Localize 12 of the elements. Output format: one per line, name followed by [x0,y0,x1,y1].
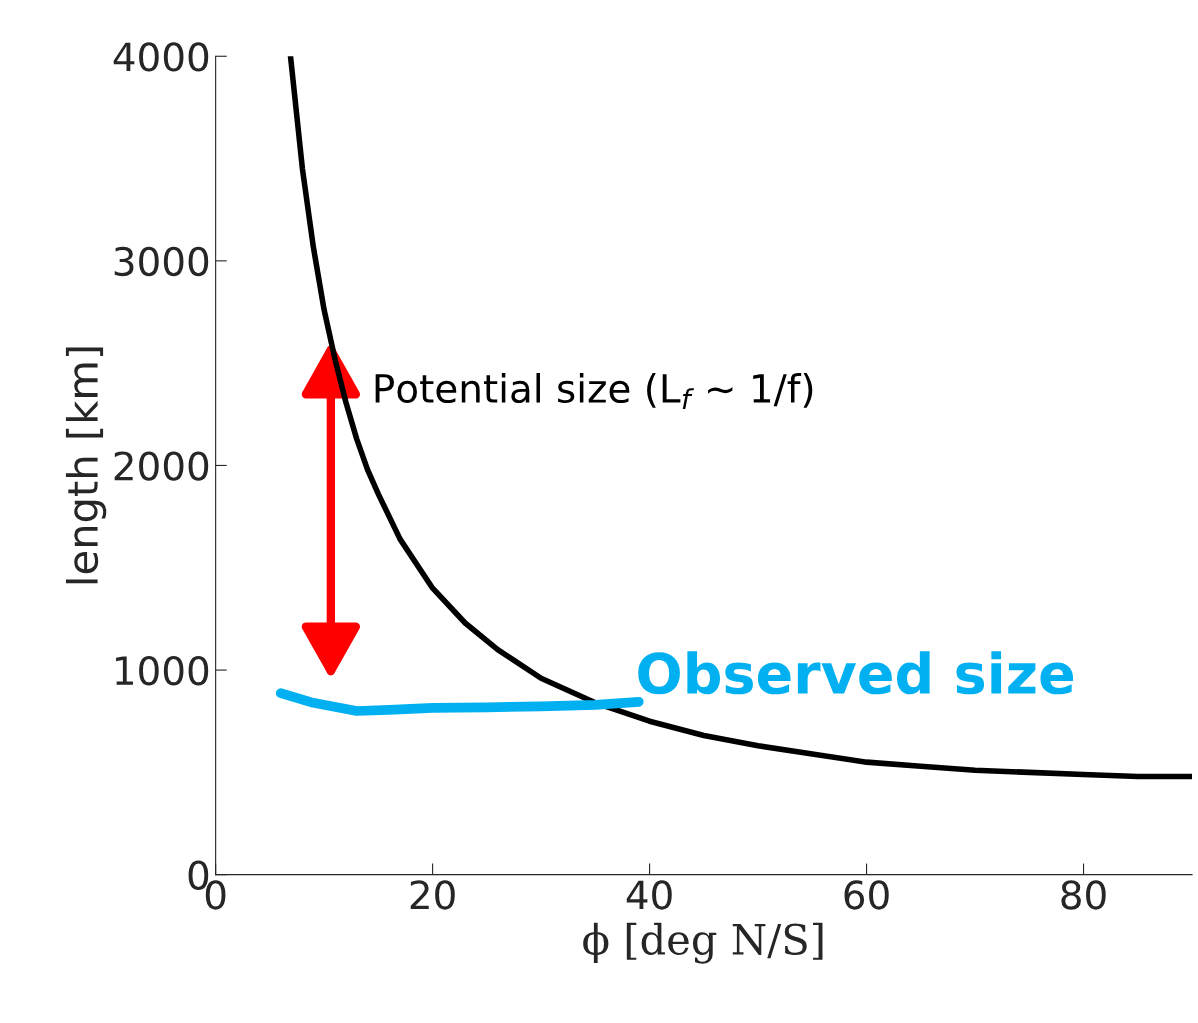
series-label: Potential size (L$_{f}$ ∼ 1/f) [375,372,813,409]
y-tick-label: 4000 [113,42,209,72]
y-axis-title: length [km] [65,347,107,584]
x-tick-label: 80 [1061,880,1106,910]
y-tick-label: 3000 [114,246,209,277]
series-label: Observed size [638,651,1074,695]
y-tick-label: 1000 [116,655,209,686]
x-tick-label: 20 [410,880,455,910]
x-tick-label: 40 [626,880,672,910]
x-tick-label: 60 [844,880,889,910]
y-tick-label: 2000 [114,451,209,481]
x-axis-title: ϕ [deg N/S] [583,922,823,964]
